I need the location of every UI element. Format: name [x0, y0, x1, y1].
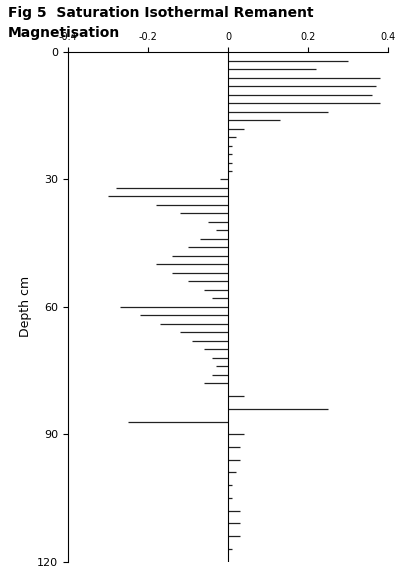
Text: Magnetisation: Magnetisation — [8, 26, 120, 40]
Text: Fig 5  Saturation Isothermal Remanent: Fig 5 Saturation Isothermal Remanent — [8, 6, 314, 20]
Y-axis label: Depth cm: Depth cm — [18, 276, 32, 338]
